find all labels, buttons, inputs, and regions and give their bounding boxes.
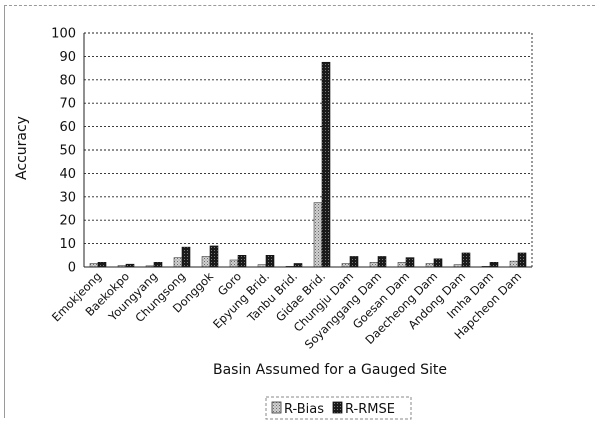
bar-r-rmse bbox=[321, 61, 331, 268]
bar-r-bias bbox=[89, 263, 99, 268]
gridlines bbox=[84, 32, 532, 245]
bar-r-bias bbox=[173, 257, 183, 268]
y-tick-labels: 0 10 20 30 40 50 60 70 80 90 100 bbox=[51, 27, 76, 276]
bar-r-rmse bbox=[97, 262, 107, 268]
bar-r-rmse bbox=[265, 255, 275, 268]
bar-r-bias bbox=[341, 263, 351, 268]
legend-label-r-bias: R-Bias bbox=[284, 402, 324, 417]
y-axis-title: Accuracy bbox=[14, 116, 30, 180]
bar-r-rmse bbox=[293, 263, 303, 268]
y-tick-label: 100 bbox=[51, 27, 76, 42]
x-axis-title: Basin Assumed for a Gauged Site bbox=[213, 362, 447, 378]
bar-r-bias bbox=[313, 202, 323, 268]
bar-r-rmse bbox=[405, 257, 415, 268]
y-tick-label: 60 bbox=[59, 120, 76, 135]
bar-r-bias bbox=[397, 262, 407, 268]
legend-label-r-rmse: R-RMSE bbox=[345, 402, 395, 417]
y-tick-label: 30 bbox=[59, 190, 76, 205]
bar-r-bias bbox=[369, 262, 379, 268]
x-tick-labels: EmokjeongBaekokpoYoungyangChungsongDongg… bbox=[49, 269, 524, 352]
y-tick-label: 40 bbox=[59, 167, 76, 182]
bar-r-rmse bbox=[489, 262, 499, 268]
bar-r-rmse bbox=[237, 255, 247, 268]
bar-r-bias bbox=[425, 263, 435, 268]
bar-r-bias bbox=[509, 260, 519, 268]
bar-r-rmse bbox=[181, 246, 191, 268]
legend-swatch-r-bias bbox=[271, 401, 282, 414]
bar-r-rmse bbox=[377, 256, 387, 268]
y-tick-label: 70 bbox=[59, 97, 76, 112]
legend-swatch-r-rmse bbox=[332, 401, 343, 414]
y-tick-label: 90 bbox=[59, 50, 76, 65]
y-tick-label: 0 bbox=[68, 261, 76, 276]
bars bbox=[89, 61, 527, 268]
y-tick-label: 80 bbox=[59, 73, 76, 88]
bar-r-rmse bbox=[461, 252, 471, 268]
y-tick-label: 50 bbox=[59, 144, 76, 159]
chart-frame bbox=[4, 5, 595, 418]
y-tick-label: 10 bbox=[59, 237, 76, 252]
bar-r-bias bbox=[201, 256, 211, 268]
bar-r-bias bbox=[229, 259, 239, 268]
bar-r-rmse bbox=[349, 256, 359, 268]
axes bbox=[83, 33, 533, 268]
y-tick-label: 20 bbox=[59, 214, 76, 229]
legend: R-Bias R-RMSE bbox=[265, 396, 412, 420]
bar-r-rmse bbox=[209, 245, 219, 268]
legend-box bbox=[265, 396, 412, 420]
bar-r-rmse bbox=[153, 262, 163, 268]
bar-r-rmse bbox=[517, 252, 527, 268]
bar-r-rmse bbox=[433, 258, 443, 268]
